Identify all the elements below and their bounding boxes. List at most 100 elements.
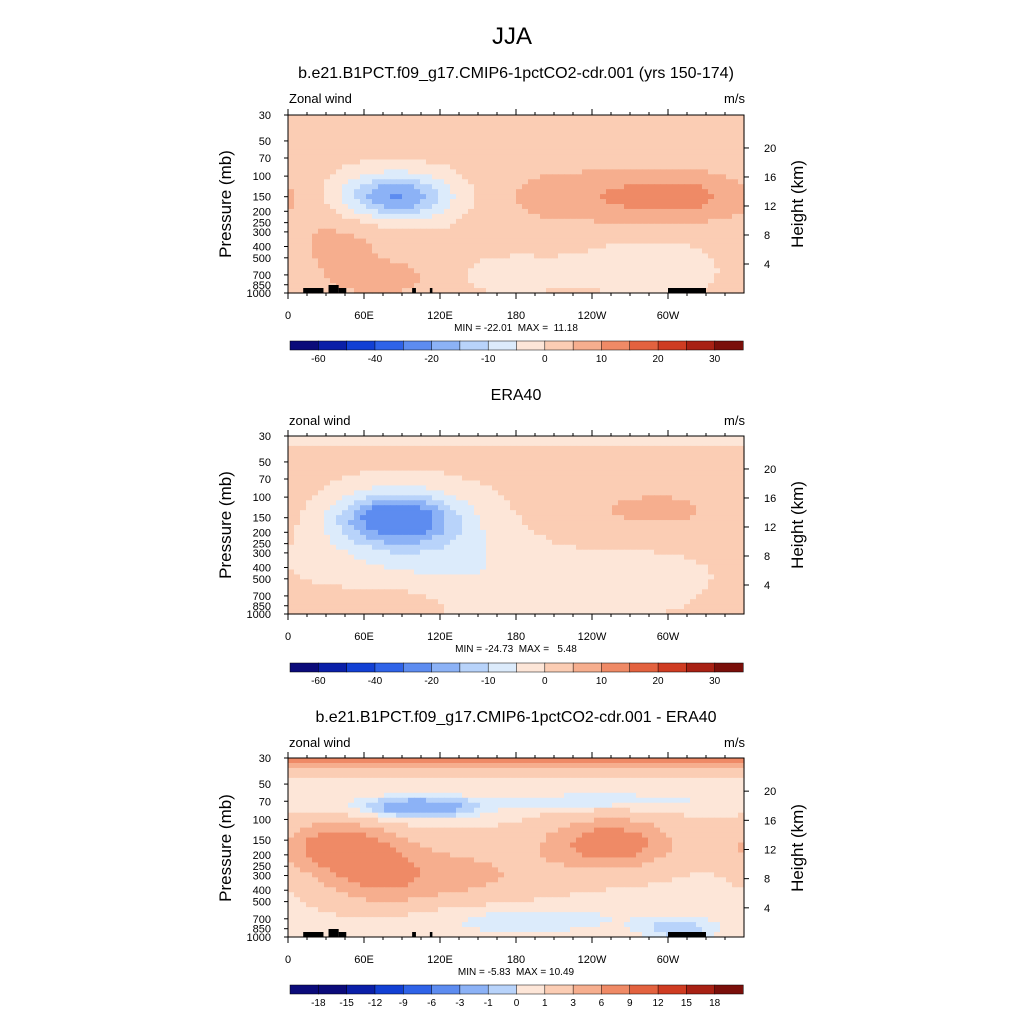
field-cell <box>624 194 631 200</box>
panel-model: b.e21.B1PCT.f09_g17.CMIP6-1pctCO2-cdr.00… <box>216 65 807 365</box>
field-cell <box>570 144 577 151</box>
field-cell <box>408 174 415 180</box>
field-cell <box>732 455 739 462</box>
field-cell <box>312 465 319 472</box>
field-cell <box>588 273 595 279</box>
field-cell <box>342 228 349 235</box>
field-cell <box>516 460 523 467</box>
field-cell <box>330 495 337 501</box>
field-cell <box>546 505 553 511</box>
field-cell <box>720 505 727 511</box>
field-cell <box>534 184 541 190</box>
field-cell <box>480 445 487 452</box>
field-cell <box>654 515 661 521</box>
field-cell <box>480 436 487 442</box>
field-cell <box>498 223 505 230</box>
field-cell <box>426 243 433 250</box>
field-cell <box>408 455 415 462</box>
field-cell <box>348 440 355 447</box>
field-cell <box>396 529 403 536</box>
field-cell <box>360 510 367 516</box>
field-cell <box>480 559 487 566</box>
field-cell <box>456 515 463 521</box>
field-cell <box>594 159 601 166</box>
field-cell <box>522 184 529 190</box>
field-cell <box>312 455 319 462</box>
field-cell <box>486 223 493 230</box>
field-cell <box>420 505 427 511</box>
field-cell <box>420 154 427 161</box>
field-cell <box>492 505 499 511</box>
field-cell <box>474 174 481 180</box>
field-cell <box>294 169 301 175</box>
field-cell <box>486 159 493 166</box>
field-cell <box>696 223 703 230</box>
field-cell <box>492 465 499 472</box>
field-cell <box>642 564 649 571</box>
field-cell <box>600 525 607 531</box>
field-cell <box>468 436 475 442</box>
field-cell <box>564 525 571 531</box>
field-cell <box>390 505 397 511</box>
field-cell <box>372 460 379 467</box>
field-cell <box>408 263 415 269</box>
field-cell <box>366 475 373 482</box>
field-cell <box>558 455 565 462</box>
field-cell <box>636 159 643 166</box>
field-cell <box>528 470 535 477</box>
panel-era40: ERA40 zonal wind m/s 3050701001502002503… <box>216 387 807 687</box>
field-cell <box>702 515 709 521</box>
field-cell <box>462 248 469 255</box>
field-cell <box>438 554 445 561</box>
field-cell <box>510 179 517 185</box>
field-cell <box>630 134 637 141</box>
field-cell <box>630 559 637 566</box>
field-cell <box>438 539 445 546</box>
field-cell <box>504 283 511 289</box>
field-cell <box>408 515 415 521</box>
field-cell <box>600 495 607 501</box>
field-cell <box>336 139 343 146</box>
field-cell <box>396 515 403 521</box>
field-cell <box>702 549 709 556</box>
field-cell <box>528 436 535 442</box>
field-cell <box>360 569 367 576</box>
field-cell <box>624 149 631 156</box>
field-cell <box>450 470 457 477</box>
field-cell <box>600 233 607 240</box>
field-cell <box>570 194 577 200</box>
field-cell <box>606 184 613 190</box>
field-cell <box>492 564 499 571</box>
field-cell <box>528 510 535 516</box>
field-cell <box>300 218 307 225</box>
field-cell <box>558 475 565 482</box>
field-cell <box>498 534 505 541</box>
field-cell <box>384 213 391 220</box>
field-cell <box>672 164 679 170</box>
field-cell <box>354 436 361 442</box>
field-cell <box>636 554 643 561</box>
field-cell <box>474 169 481 175</box>
field-cell <box>684 485 691 491</box>
field-cell <box>576 485 583 491</box>
field-cell <box>564 129 571 136</box>
field-cell <box>474 544 481 551</box>
field-cell <box>696 283 703 289</box>
field-cell <box>576 228 583 235</box>
field-cell <box>312 450 319 457</box>
field-cell <box>618 248 625 255</box>
field-cell <box>402 223 409 230</box>
field-cell <box>690 445 697 452</box>
field-cell <box>522 154 529 161</box>
field-cell <box>390 525 397 531</box>
field-cell <box>738 154 745 161</box>
field-cell <box>384 490 391 496</box>
field-cell <box>720 213 727 220</box>
field-cell <box>288 184 295 190</box>
field-cell <box>690 194 697 200</box>
field-cell <box>366 500 373 506</box>
field-cell <box>648 475 655 482</box>
field-cell <box>696 549 703 556</box>
field-cell <box>324 490 331 496</box>
field-cell <box>510 268 517 274</box>
